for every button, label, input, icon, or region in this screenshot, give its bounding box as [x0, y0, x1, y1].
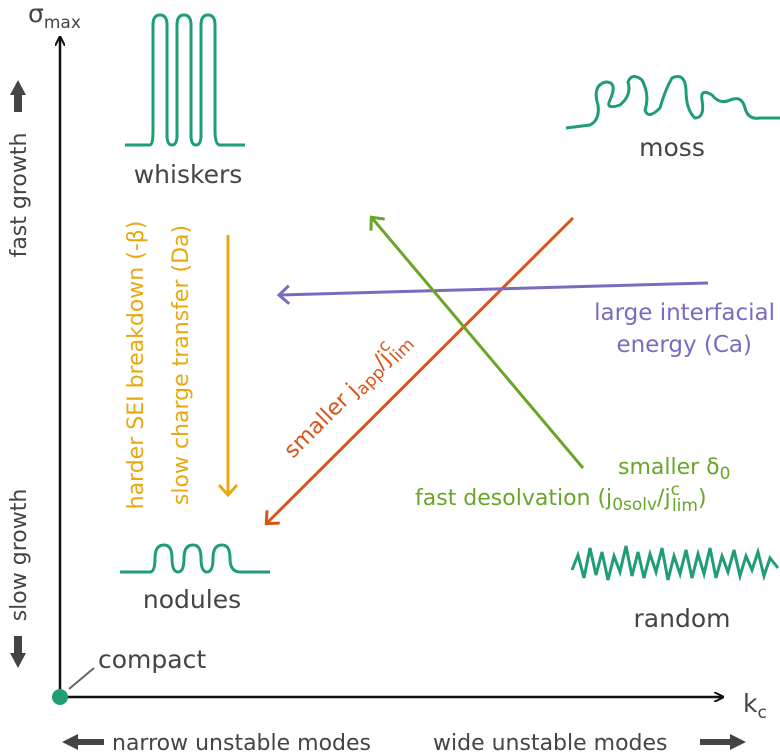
y-label-sub: max — [44, 13, 81, 33]
nodules-shape — [120, 543, 270, 574]
x-axis-label: kc — [743, 689, 767, 723]
x-label-sub: c — [757, 703, 766, 723]
moss-shape — [565, 75, 780, 130]
desolv-sub1: 0solv — [612, 495, 657, 515]
desolv-slash: /j — [657, 486, 671, 511]
y-label-main: σ — [28, 0, 44, 28]
charge-label: slow charge transfer (Da) — [169, 225, 194, 505]
x-label-main: k — [743, 689, 758, 718]
desolv-sub2: lim — [672, 496, 698, 516]
desolvation-line2: fast desolvation (j0solv/jc lim) — [415, 480, 707, 516]
up-arrow — [10, 80, 26, 112]
delta-pre: smaller δ — [618, 455, 720, 480]
current-pre: smaller j — [279, 379, 363, 463]
compact-dot — [52, 689, 68, 705]
desolvation-line1: smaller δ0 — [618, 455, 730, 484]
whiskers-label: whiskers — [134, 160, 243, 189]
whiskers-shape — [125, 13, 245, 147]
compact-pointer — [68, 667, 95, 690]
nodules-label: nodules — [143, 585, 241, 614]
y-low-label: slow growth — [7, 489, 32, 622]
desolv-post: ) — [698, 486, 707, 511]
random-label: random — [634, 604, 731, 633]
compact-label: compact — [98, 645, 206, 674]
right-arrow — [700, 734, 746, 750]
x-low-label: narrow unstable modes — [112, 731, 371, 756]
y-axis-label: σmax — [28, 0, 81, 33]
y-high-label: fast growth — [7, 133, 32, 258]
sei-label: harder SEI breakdown (-β) — [124, 221, 149, 510]
random-shape — [570, 545, 780, 582]
down-arrow — [10, 636, 26, 668]
delta-sub: 0 — [720, 464, 731, 484]
interfacial-label-1: large interfacial — [594, 300, 775, 326]
purple-arrow — [276, 281, 709, 305]
left-arrow — [62, 734, 104, 750]
interfacial-label-2: energy (Ca) — [616, 332, 752, 358]
desolv-pre: fast desolvation (j — [415, 486, 612, 511]
orange-arrow — [264, 216, 575, 526]
moss-label: moss — [639, 133, 705, 162]
green-arrow — [369, 215, 585, 469]
x-high-label: wide unstable modes — [433, 731, 668, 756]
desolv-sup: c — [671, 480, 680, 500]
